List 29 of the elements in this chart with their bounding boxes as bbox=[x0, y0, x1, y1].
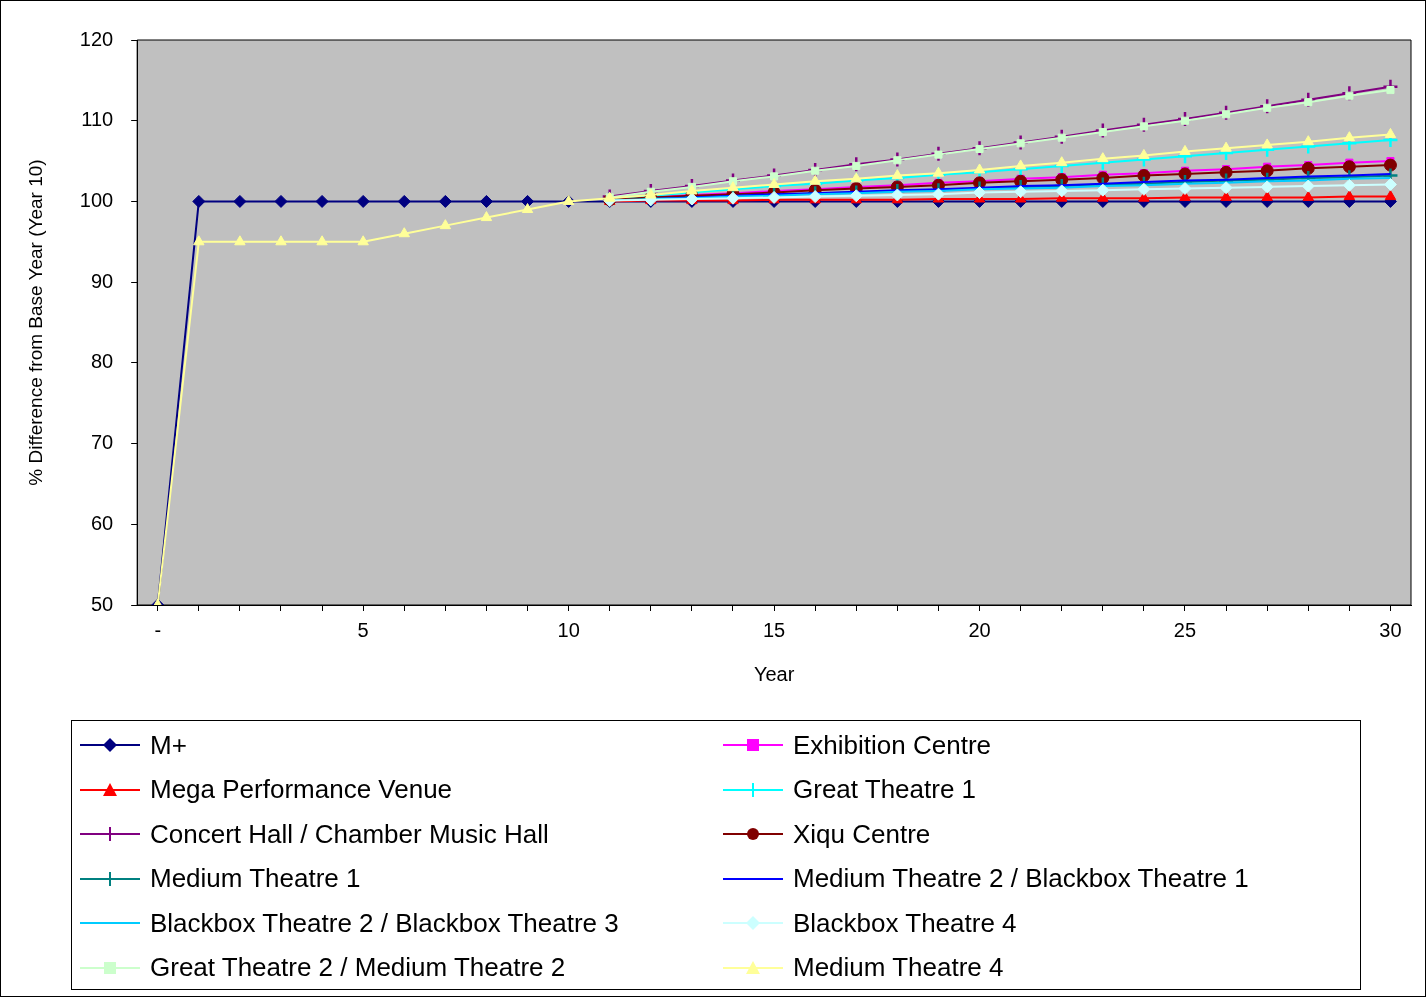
y-tick-label: 90 bbox=[90, 269, 114, 292]
legend-label: Great Theatre 2 / Medium Theatre 2 bbox=[150, 952, 566, 984]
x-tick-label: - bbox=[154, 618, 162, 641]
y-tick-label: 120 bbox=[79, 27, 114, 50]
y-tick-label: 70 bbox=[90, 431, 114, 454]
x-axis-title: Year bbox=[753, 662, 795, 685]
legend-label: Medium Theatre 1 bbox=[150, 863, 361, 895]
y-tick-label: 50 bbox=[90, 592, 114, 615]
legend-label: Medium Theatre 2 / Blackbox Theatre 1 bbox=[793, 863, 1249, 895]
x-tick-label: 5 bbox=[357, 618, 369, 641]
legend-label: Great Theatre 1 bbox=[793, 774, 977, 806]
legend-label: Blackbox Theatre 4 bbox=[793, 907, 1017, 939]
legend-label: Mega Performance Venue bbox=[150, 774, 453, 806]
y-tick-label: 110 bbox=[81, 108, 114, 131]
legend-label: Exhibition Centre bbox=[793, 729, 991, 761]
y-tick-label: 60 bbox=[90, 511, 114, 534]
x-tick-label: 10 bbox=[557, 618, 580, 641]
y-axis-title: % Difference from Base Year (Year 10) bbox=[24, 159, 46, 486]
legend-label: Xiqu Centre bbox=[793, 818, 931, 850]
x-tick-label: 30 bbox=[1379, 618, 1402, 641]
legend-label: Blackbox Theatre 2 / Blackbox Theatre 3 bbox=[150, 907, 619, 939]
legend-label: Concert Hall / Chamber Music Hall bbox=[150, 818, 549, 850]
legend-label: M+ bbox=[150, 729, 187, 761]
x-tick-label: 20 bbox=[968, 618, 991, 641]
x-tick-label: 15 bbox=[762, 618, 786, 641]
y-tick-label: 100 bbox=[79, 188, 114, 211]
x-tick-label: 25 bbox=[1173, 618, 1197, 641]
y-tick-label: 80 bbox=[90, 350, 114, 373]
legend-label: Medium Theatre 4 bbox=[793, 952, 1004, 984]
